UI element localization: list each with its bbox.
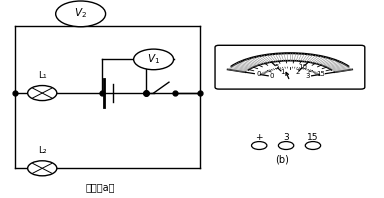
Text: 2: 2 bbox=[295, 69, 300, 75]
Text: (b): (b) bbox=[275, 154, 289, 164]
Text: $V_2$: $V_2$ bbox=[74, 6, 87, 20]
Text: 图五（a）: 图五（a） bbox=[85, 182, 114, 192]
Text: 15: 15 bbox=[316, 71, 325, 77]
Text: L₁: L₁ bbox=[38, 71, 46, 80]
Text: 0: 0 bbox=[257, 71, 261, 77]
Circle shape bbox=[28, 86, 57, 101]
Text: 3: 3 bbox=[305, 73, 310, 79]
Text: +: + bbox=[255, 133, 263, 142]
Text: 15: 15 bbox=[307, 133, 319, 142]
Text: 1: 1 bbox=[280, 69, 285, 75]
Text: 3: 3 bbox=[283, 133, 289, 142]
Text: 0: 0 bbox=[270, 73, 275, 79]
Circle shape bbox=[56, 1, 106, 27]
Text: 10: 10 bbox=[298, 64, 307, 70]
Text: L₂: L₂ bbox=[38, 146, 46, 155]
Circle shape bbox=[28, 161, 57, 176]
Text: $V_1$: $V_1$ bbox=[147, 52, 160, 66]
Circle shape bbox=[134, 49, 174, 70]
Text: 5: 5 bbox=[275, 64, 279, 70]
